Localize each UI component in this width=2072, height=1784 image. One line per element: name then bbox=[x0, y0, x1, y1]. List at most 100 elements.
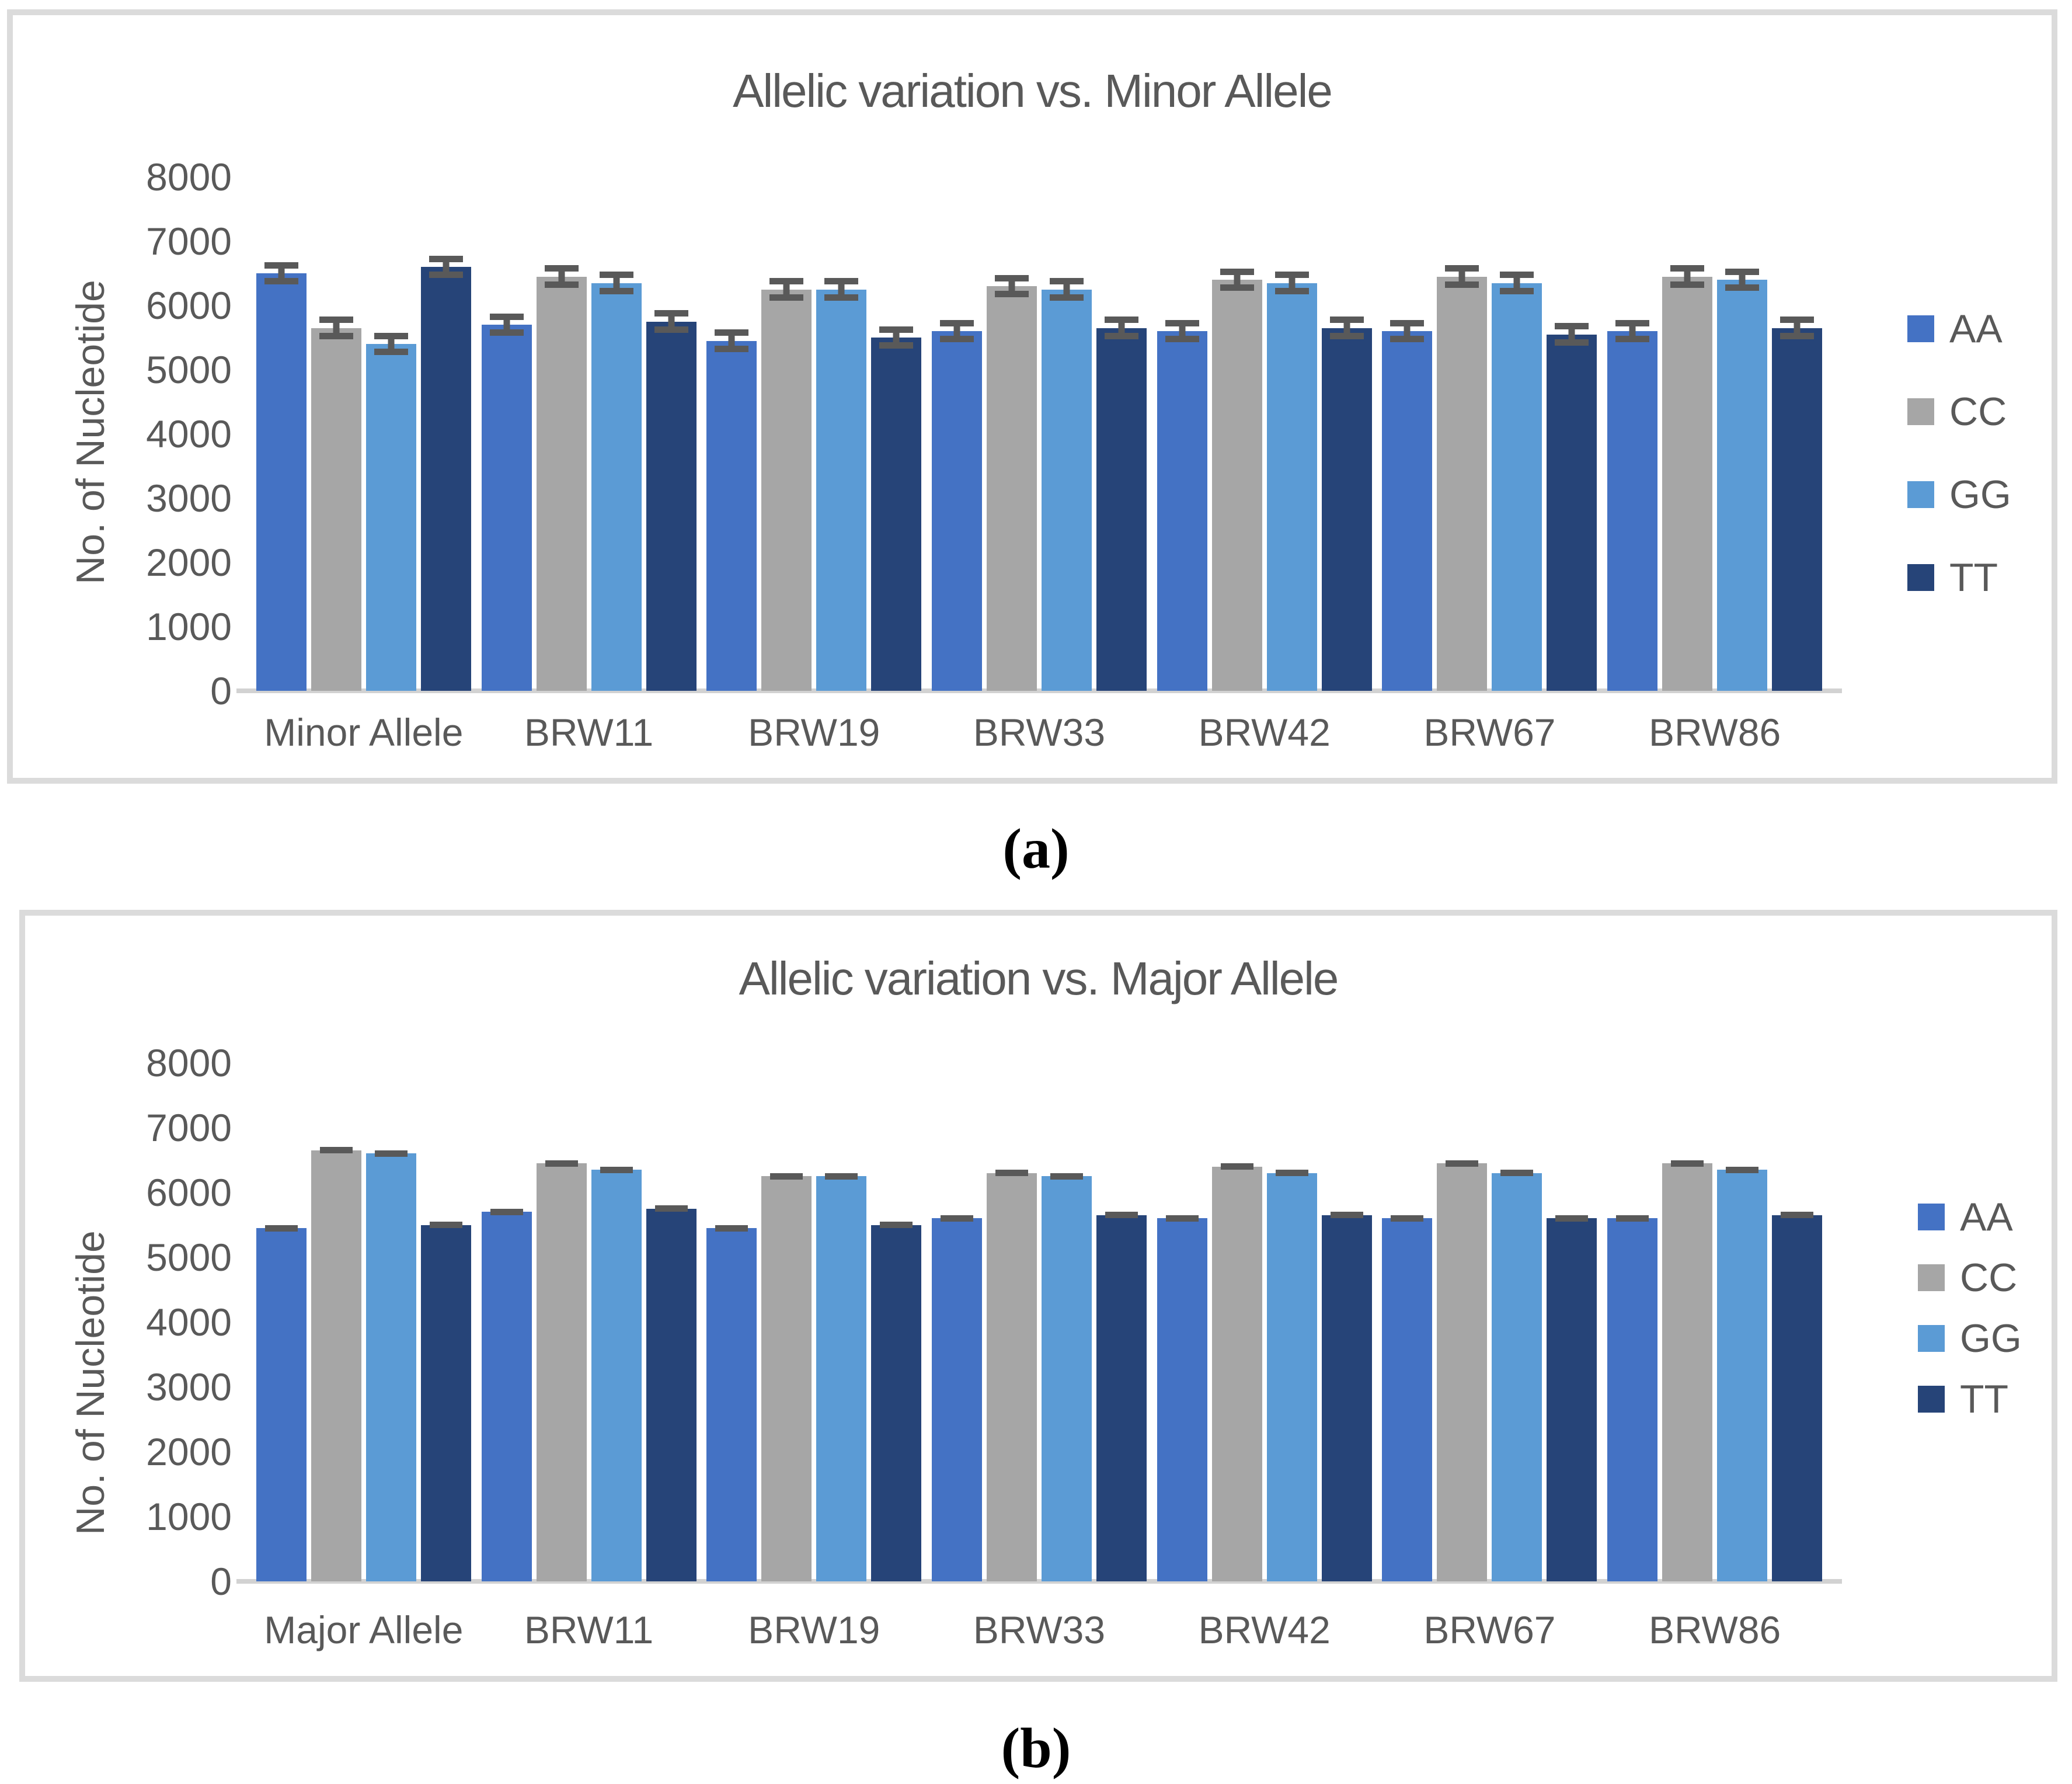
legend-item-TT: TT bbox=[1907, 536, 2011, 619]
error-bar-line bbox=[729, 1225, 735, 1231]
error-bar bbox=[600, 1166, 633, 1173]
bar-AA bbox=[932, 1215, 983, 1581]
error-bar-line bbox=[783, 1173, 790, 1179]
legend-label-GG: GG bbox=[1960, 1316, 2022, 1361]
bar-AA bbox=[932, 319, 983, 691]
error-bar-line bbox=[668, 1206, 674, 1212]
error-bar bbox=[1726, 1166, 1759, 1173]
error-bar-line bbox=[1118, 317, 1125, 339]
error-bar bbox=[374, 1150, 408, 1157]
error-bar bbox=[940, 319, 974, 343]
error-bar bbox=[1391, 1215, 1424, 1222]
error-bar-line bbox=[1629, 319, 1636, 343]
error-bar-line bbox=[953, 319, 960, 343]
bar-CC bbox=[536, 1160, 587, 1581]
y-tick-label: 8000 bbox=[146, 1041, 232, 1084]
error-bar bbox=[1781, 1212, 1814, 1219]
error-bar-line bbox=[668, 310, 675, 333]
error-bar bbox=[770, 1173, 803, 1180]
error-bar-line bbox=[1008, 274, 1015, 298]
bar-TT bbox=[1772, 317, 1823, 691]
bar-TT bbox=[1096, 1212, 1147, 1581]
error-bar bbox=[319, 317, 353, 339]
error-bar-line bbox=[503, 1209, 510, 1215]
error-bar bbox=[880, 1221, 913, 1229]
legend-label-TT: TT bbox=[1960, 1377, 2009, 1421]
legend-item-GG: GG bbox=[1918, 1308, 2022, 1369]
chart-title: Allelic variation vs. Minor Allele bbox=[733, 65, 1333, 117]
chart-panel-minor-allele: Allelic variation vs. Minor Allele No. o… bbox=[7, 9, 2057, 784]
bar-TT bbox=[1772, 1212, 1823, 1581]
legend-swatch-AA bbox=[1907, 315, 1934, 342]
bar-CC bbox=[761, 1173, 812, 1581]
error-bar bbox=[769, 278, 804, 301]
bar-AA bbox=[1607, 319, 1658, 691]
error-bar-line bbox=[1343, 317, 1350, 339]
legend-label-CC: CC bbox=[1960, 1256, 2018, 1300]
bar-GG bbox=[365, 1150, 416, 1581]
error-bar-line bbox=[1404, 319, 1411, 343]
error-bar bbox=[264, 1225, 298, 1232]
error-bar-line bbox=[1458, 265, 1465, 288]
bar-AA bbox=[256, 262, 307, 691]
legend: AA CC GG TT bbox=[1907, 287, 2011, 619]
x-category-label: BRW42 bbox=[1198, 1608, 1331, 1651]
error-bar bbox=[1105, 317, 1139, 339]
y-tick-label: 0 bbox=[210, 1560, 232, 1603]
bar-AA bbox=[706, 1225, 757, 1581]
bar-CC bbox=[987, 1170, 1037, 1581]
error-bar-line bbox=[503, 313, 510, 336]
bar-TT bbox=[1547, 1215, 1597, 1581]
y-tick-label: 3000 bbox=[146, 1365, 232, 1409]
error-bar bbox=[264, 262, 298, 285]
x-category-label: BRW42 bbox=[1198, 711, 1331, 754]
error-bar bbox=[545, 1160, 578, 1167]
bar-CC bbox=[987, 274, 1037, 691]
bar-AA bbox=[1157, 319, 1207, 691]
bar-GG bbox=[1042, 278, 1092, 691]
bar-group-BRW42 bbox=[1152, 177, 1377, 691]
bar-TT bbox=[1321, 1212, 1372, 1581]
bar-GG bbox=[365, 332, 416, 691]
error-bar bbox=[1105, 1212, 1138, 1219]
error-bar-line bbox=[613, 1167, 619, 1173]
error-bar-line bbox=[1459, 1160, 1465, 1166]
error-bar bbox=[599, 272, 633, 294]
plot-area bbox=[251, 1063, 1827, 1581]
bar-AA bbox=[1382, 319, 1433, 691]
error-bar bbox=[1500, 272, 1534, 294]
error-bar-line bbox=[1343, 1212, 1350, 1218]
bar-group-BRW11 bbox=[476, 1063, 702, 1581]
error-bar bbox=[715, 329, 749, 352]
y-tick-label: 6000 bbox=[146, 1171, 232, 1214]
error-bar bbox=[941, 1215, 974, 1222]
bar-TT bbox=[420, 1221, 471, 1581]
error-bar bbox=[1446, 1160, 1479, 1167]
bar-TT bbox=[1096, 317, 1147, 691]
error-bar-line bbox=[1739, 268, 1746, 291]
bar-AA bbox=[481, 313, 532, 691]
error-bar bbox=[1670, 265, 1705, 288]
bar-TT bbox=[420, 255, 471, 691]
legend: AA CC GG TT bbox=[1918, 1187, 2022, 1430]
x-axis-line bbox=[236, 1579, 1842, 1584]
error-bar bbox=[1615, 319, 1650, 343]
error-bar bbox=[1050, 278, 1084, 301]
error-bar bbox=[1616, 1215, 1649, 1222]
error-bar bbox=[1050, 1173, 1084, 1180]
error-bar-line bbox=[1629, 1215, 1636, 1221]
error-bar bbox=[1555, 1215, 1589, 1222]
caption-a: (a) bbox=[1002, 818, 1070, 881]
error-bar-line bbox=[443, 255, 450, 279]
error-bar bbox=[489, 313, 524, 336]
error-bar-line bbox=[1063, 278, 1070, 301]
bar-CC bbox=[311, 1147, 361, 1581]
error-bar-line bbox=[388, 1150, 394, 1156]
legend-swatch-CC bbox=[1907, 398, 1934, 425]
bar-group-Minor-Allele bbox=[251, 177, 476, 691]
y-tick-label: 8000 bbox=[146, 155, 232, 199]
legend-label-GG: GG bbox=[1949, 472, 2011, 517]
error-bar bbox=[429, 1221, 462, 1229]
legend-swatch-GG bbox=[1918, 1325, 1945, 1352]
